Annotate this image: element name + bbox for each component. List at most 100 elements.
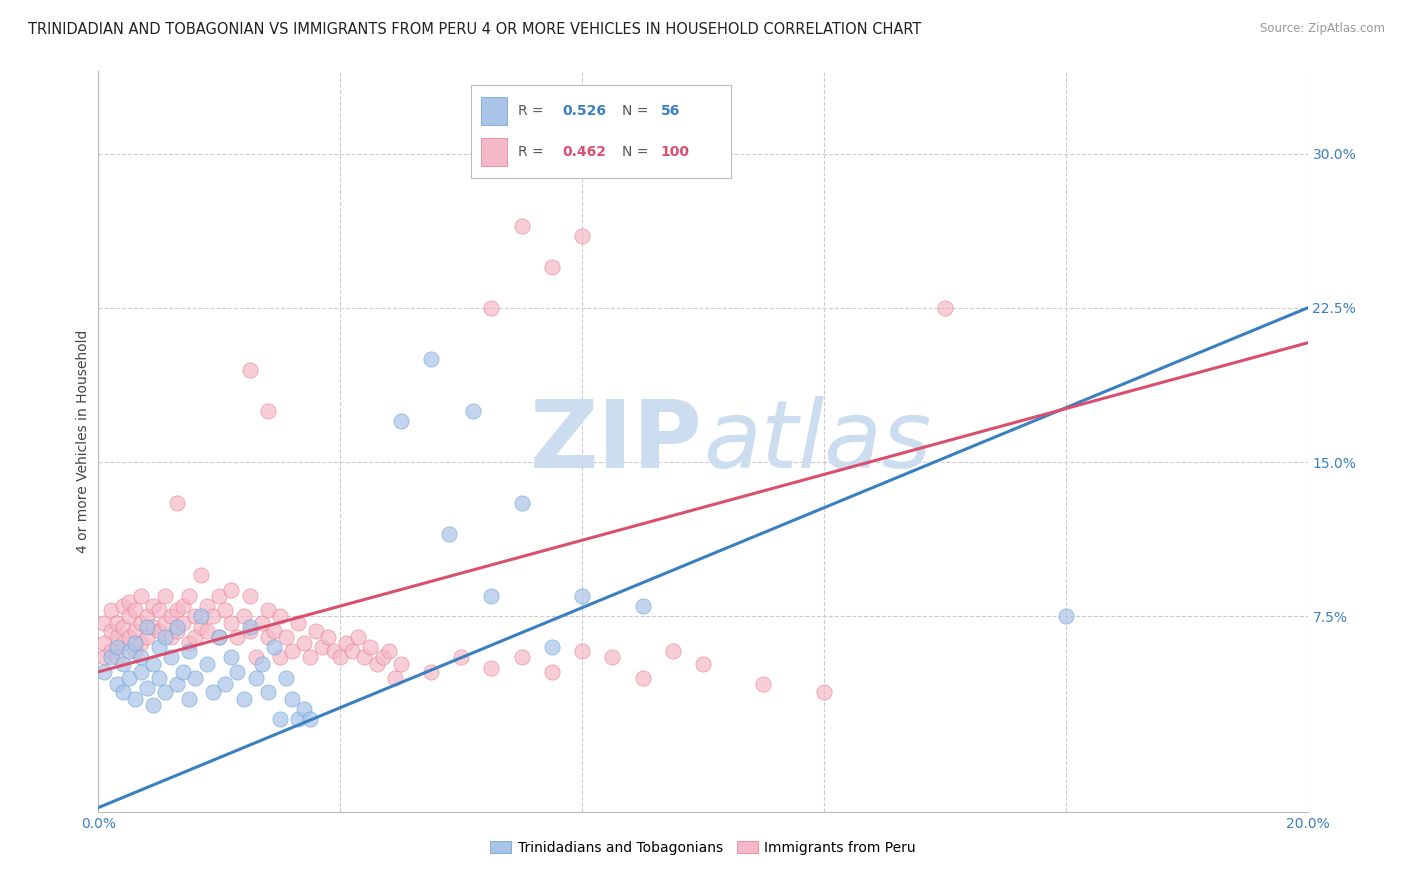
Point bbox=[481, 589, 503, 603]
Point bbox=[269, 609, 291, 624]
Point bbox=[93, 615, 115, 630]
Point bbox=[239, 624, 262, 638]
Text: 0.526: 0.526 bbox=[562, 104, 606, 118]
Text: R =: R = bbox=[517, 145, 548, 159]
Point bbox=[190, 568, 212, 582]
Point bbox=[129, 650, 152, 665]
Point bbox=[274, 630, 297, 644]
Point bbox=[305, 624, 328, 638]
Point bbox=[752, 677, 775, 691]
Point bbox=[153, 685, 176, 699]
Point bbox=[179, 636, 201, 650]
Point bbox=[263, 640, 285, 655]
Point bbox=[571, 644, 593, 658]
Point bbox=[371, 650, 394, 665]
Point bbox=[135, 681, 157, 696]
Text: 0.462: 0.462 bbox=[562, 145, 606, 159]
Point bbox=[124, 691, 146, 706]
Point bbox=[540, 665, 562, 679]
Point bbox=[160, 630, 183, 644]
Point bbox=[118, 671, 141, 685]
Point bbox=[148, 671, 170, 685]
Text: 100: 100 bbox=[661, 145, 690, 159]
Point bbox=[184, 609, 207, 624]
Point bbox=[100, 603, 122, 617]
Point bbox=[245, 650, 267, 665]
Point bbox=[221, 650, 243, 665]
Point bbox=[118, 644, 141, 658]
Point bbox=[420, 352, 443, 367]
Point bbox=[256, 603, 278, 617]
Point bbox=[335, 636, 357, 650]
Point bbox=[118, 630, 141, 644]
Point bbox=[269, 712, 291, 726]
Point bbox=[100, 650, 122, 665]
Point bbox=[105, 650, 128, 665]
Point bbox=[221, 615, 243, 630]
Point bbox=[329, 650, 352, 665]
Point bbox=[226, 665, 249, 679]
Text: TRINIDADIAN AND TOBAGONIAN VS IMMIGRANTS FROM PERU 4 OR MORE VEHICLES IN HOUSEHO: TRINIDADIAN AND TOBAGONIAN VS IMMIGRANTS… bbox=[28, 22, 921, 37]
Point bbox=[93, 636, 115, 650]
Point bbox=[239, 620, 262, 634]
Point bbox=[153, 589, 176, 603]
Point bbox=[311, 640, 333, 655]
Point bbox=[184, 630, 207, 644]
Point bbox=[602, 650, 624, 665]
Point bbox=[287, 712, 309, 726]
Point bbox=[540, 260, 562, 274]
Point bbox=[100, 624, 122, 638]
Point bbox=[631, 599, 654, 613]
Point bbox=[316, 630, 339, 644]
Point bbox=[105, 630, 128, 644]
Point bbox=[323, 644, 346, 658]
Point bbox=[135, 620, 157, 634]
Point bbox=[214, 603, 236, 617]
Point bbox=[510, 650, 533, 665]
Point bbox=[172, 615, 194, 630]
Point bbox=[281, 644, 304, 658]
Text: atlas: atlas bbox=[703, 396, 931, 487]
Point bbox=[377, 644, 399, 658]
Point bbox=[208, 630, 231, 644]
Point bbox=[142, 698, 165, 712]
Point bbox=[510, 496, 533, 510]
Point bbox=[93, 650, 115, 665]
Point bbox=[118, 609, 141, 624]
Point bbox=[105, 677, 128, 691]
Point bbox=[195, 624, 218, 638]
Point bbox=[389, 657, 412, 671]
Point bbox=[202, 609, 225, 624]
Point bbox=[571, 589, 593, 603]
Point bbox=[1054, 609, 1077, 624]
Text: ZIP: ZIP bbox=[530, 395, 703, 488]
Point bbox=[105, 615, 128, 630]
Point bbox=[437, 527, 460, 541]
Point bbox=[256, 403, 278, 417]
Point bbox=[111, 636, 134, 650]
Point bbox=[353, 650, 375, 665]
Point bbox=[239, 589, 262, 603]
Point bbox=[256, 630, 278, 644]
Point bbox=[195, 657, 218, 671]
Point bbox=[245, 671, 267, 685]
Point bbox=[172, 665, 194, 679]
Point bbox=[232, 691, 254, 706]
Point bbox=[450, 650, 472, 665]
Point bbox=[342, 644, 364, 658]
Point bbox=[135, 609, 157, 624]
Point bbox=[129, 615, 152, 630]
Point bbox=[124, 624, 146, 638]
Point bbox=[631, 671, 654, 685]
Bar bbox=[481, 97, 508, 125]
Y-axis label: 4 or more Vehicles in Household: 4 or more Vehicles in Household bbox=[76, 330, 90, 553]
Point bbox=[142, 599, 165, 613]
Point bbox=[124, 644, 146, 658]
Point bbox=[166, 677, 188, 691]
Point bbox=[179, 589, 201, 603]
Point bbox=[661, 644, 683, 658]
Point bbox=[208, 630, 231, 644]
Point bbox=[250, 657, 273, 671]
Point bbox=[287, 615, 309, 630]
Point bbox=[274, 671, 297, 685]
